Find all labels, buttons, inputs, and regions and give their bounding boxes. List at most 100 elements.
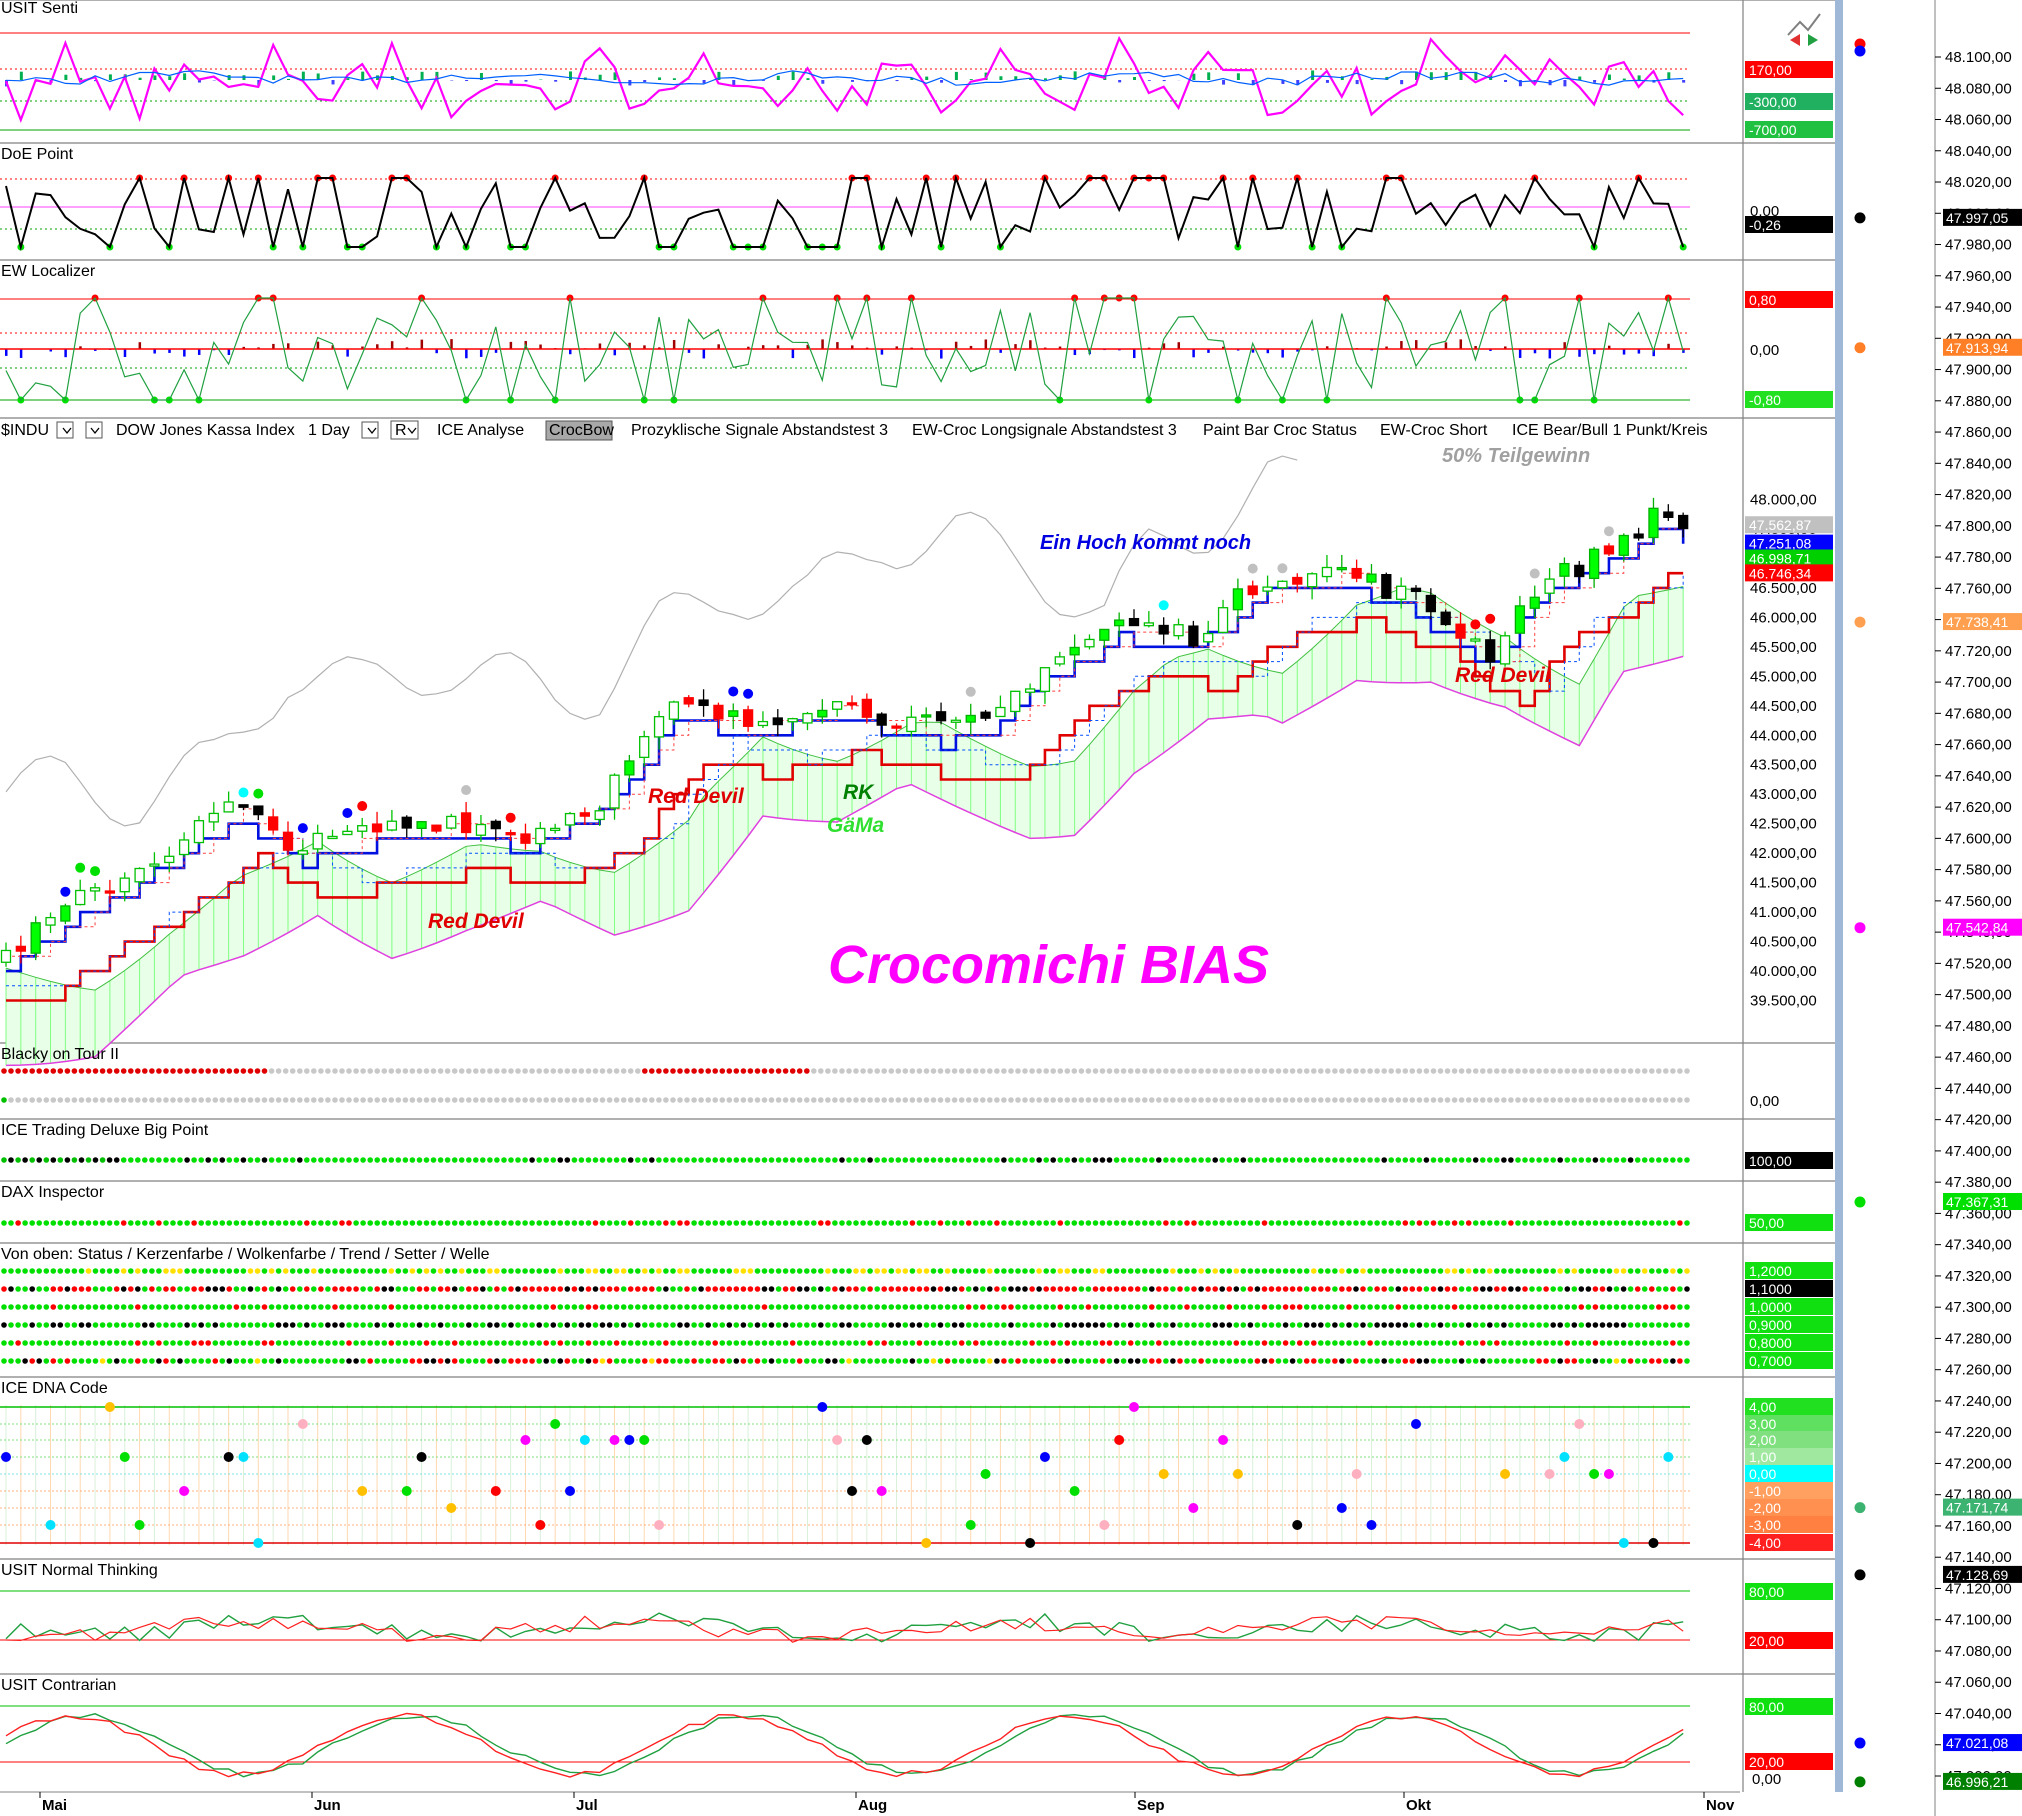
month-tick-jul: Jul bbox=[576, 1797, 598, 1814]
dna-label-2: 2,00 bbox=[1745, 1431, 1833, 1448]
r-button[interactable] bbox=[390, 420, 419, 440]
annotation-rk: RK bbox=[843, 781, 875, 804]
candle bbox=[312, 824, 323, 854]
axis-tick: 48.080,00 bbox=[1945, 80, 2012, 97]
doe-point-title: DoE Point bbox=[1, 146, 74, 163]
candle bbox=[639, 730, 650, 767]
axis-price-tag-text: 47.171,74 bbox=[1946, 1500, 2008, 1516]
normal-label-20: 20,00 bbox=[1745, 1632, 1833, 1649]
axis-tick: 47.220,00 bbox=[1945, 1424, 2012, 1441]
candle bbox=[980, 709, 991, 722]
axis-tick: 47.980,00 bbox=[1945, 237, 2012, 254]
toolbar-item-5[interactable]: EW-Croc Short bbox=[1380, 422, 1488, 439]
candle bbox=[15, 935, 26, 964]
candle bbox=[668, 700, 680, 725]
dna-label-5-text: -1,00 bbox=[1749, 1483, 1781, 1499]
price-tick: 42.500,00 bbox=[1750, 816, 1817, 833]
chart-trend-icon[interactable] bbox=[1787, 13, 1821, 46]
annotation-red-devil-1: Red Devil bbox=[428, 910, 525, 933]
dna-label-1-text: 3,00 bbox=[1749, 1416, 1776, 1432]
axis-tick: 47.800,00 bbox=[1945, 518, 2012, 535]
candle bbox=[891, 723, 902, 736]
senti-label-minus300: -300,00 bbox=[1745, 93, 1833, 110]
annotation-gama: GäMa bbox=[827, 814, 885, 837]
axis-tick: 48.060,00 bbox=[1945, 112, 2012, 129]
candle bbox=[1529, 585, 1540, 619]
candle bbox=[1158, 617, 1169, 645]
instrument-dropdown[interactable] bbox=[85, 421, 103, 439]
toolbar-item-2[interactable]: Prozyklische Signale Abstandstest 3 bbox=[631, 422, 888, 439]
candle bbox=[30, 916, 41, 961]
axis-tick: 47.840,00 bbox=[1945, 455, 2012, 472]
von-oben-label-5: 0,7000 bbox=[1745, 1352, 1833, 1369]
candle bbox=[906, 705, 917, 737]
candle bbox=[1410, 585, 1422, 600]
axis-marker-dot bbox=[1854, 212, 1866, 224]
dax-inspector-label-text: 50,00 bbox=[1749, 1215, 1784, 1231]
axis-price-tag-text: 46.996,21 bbox=[1946, 1774, 2008, 1790]
candle bbox=[1128, 609, 1140, 627]
axis-price-tag-text: 47.913,94 bbox=[1946, 340, 2008, 356]
candle bbox=[1470, 636, 1481, 644]
dna-label-6-text: -2,00 bbox=[1749, 1500, 1781, 1516]
axis-marker-dot bbox=[1854, 922, 1866, 934]
price-tick: 41.500,00 bbox=[1750, 875, 1817, 892]
von-oben-label-0: 1,2000 bbox=[1745, 1262, 1833, 1279]
axis-tick: 47.200,00 bbox=[1945, 1456, 2012, 1473]
candle bbox=[1336, 554, 1347, 573]
candle bbox=[1381, 572, 1392, 599]
axis-price-tag-text: 47.542,84 bbox=[1946, 920, 2008, 936]
doe-label-zero: 0,00 bbox=[1750, 203, 1779, 220]
candle bbox=[75, 879, 86, 906]
ew-localizer-title: EW Localizer bbox=[1, 263, 96, 280]
candle bbox=[431, 824, 442, 834]
candle bbox=[535, 821, 546, 849]
candle bbox=[1648, 497, 1659, 544]
candle bbox=[1143, 611, 1154, 628]
axis-tick: 47.480,00 bbox=[1945, 1018, 2012, 1035]
axis-tick: 47.820,00 bbox=[1945, 487, 2012, 504]
price-tag-text: 46.998,71 bbox=[1749, 550, 1811, 566]
candle bbox=[1366, 564, 1377, 585]
candle bbox=[1099, 628, 1110, 648]
dna-label-4-text: 0,00 bbox=[1749, 1466, 1776, 1482]
axis-tick: 47.560,00 bbox=[1945, 893, 2012, 910]
candle bbox=[1010, 690, 1021, 718]
candle bbox=[416, 821, 427, 837]
dna-label-3-text: 1,00 bbox=[1749, 1449, 1776, 1465]
dna-label-3: 1,00 bbox=[1745, 1448, 1833, 1465]
candle bbox=[728, 703, 739, 730]
candle bbox=[60, 903, 71, 925]
ew-label-080-text: 0,80 bbox=[1749, 292, 1776, 308]
month-tick-sep: Sep bbox=[1137, 1797, 1165, 1814]
axis-tick: 47.780,00 bbox=[1945, 549, 2012, 566]
annotation-teilgewinn: 50% Teilgewinn bbox=[1442, 445, 1590, 467]
candle bbox=[104, 879, 116, 903]
toolbar-item-4[interactable]: Paint Bar Croc Status bbox=[1203, 422, 1357, 439]
senti-label-170: 170,00 bbox=[1745, 61, 1833, 78]
ice-trading-label-text: 100,00 bbox=[1749, 1153, 1792, 1169]
contrarian-label-zero: 0,00 bbox=[1752, 1771, 1781, 1788]
toolbar-item-3[interactable]: EW-Croc Longsignale Abstandstest 3 bbox=[912, 422, 1177, 439]
axis-price-tag: 47.997,05 bbox=[1943, 208, 2022, 226]
toolbar-item-0[interactable]: ICE Analyse bbox=[437, 422, 524, 439]
candle bbox=[178, 832, 190, 857]
candle bbox=[757, 711, 769, 728]
axis-tick: 47.580,00 bbox=[1945, 862, 2012, 879]
candle bbox=[1663, 504, 1674, 521]
axis-tick: 47.040,00 bbox=[1945, 1706, 2012, 1723]
candle bbox=[1396, 577, 1407, 609]
price-tick: 42.000,00 bbox=[1750, 845, 1817, 862]
toolbar-item-1[interactable]: CrocBow bbox=[549, 422, 614, 439]
axis-tick: 47.680,00 bbox=[1945, 705, 2012, 722]
vertical-scrollbar[interactable] bbox=[1835, 0, 1843, 1792]
axis-tick: 48.040,00 bbox=[1945, 143, 2012, 160]
candle bbox=[1217, 599, 1229, 634]
candle bbox=[1173, 618, 1184, 640]
axis-marker-dot bbox=[1854, 45, 1866, 57]
candle bbox=[817, 699, 828, 724]
axis-tick: 47.320,00 bbox=[1945, 1268, 2012, 1285]
ice-trading-title: ICE Trading Deluxe Big Point bbox=[1, 1122, 209, 1139]
toolbar-item-6[interactable]: ICE Bear/Bull 1 Punkt/Kreis bbox=[1512, 422, 1708, 439]
